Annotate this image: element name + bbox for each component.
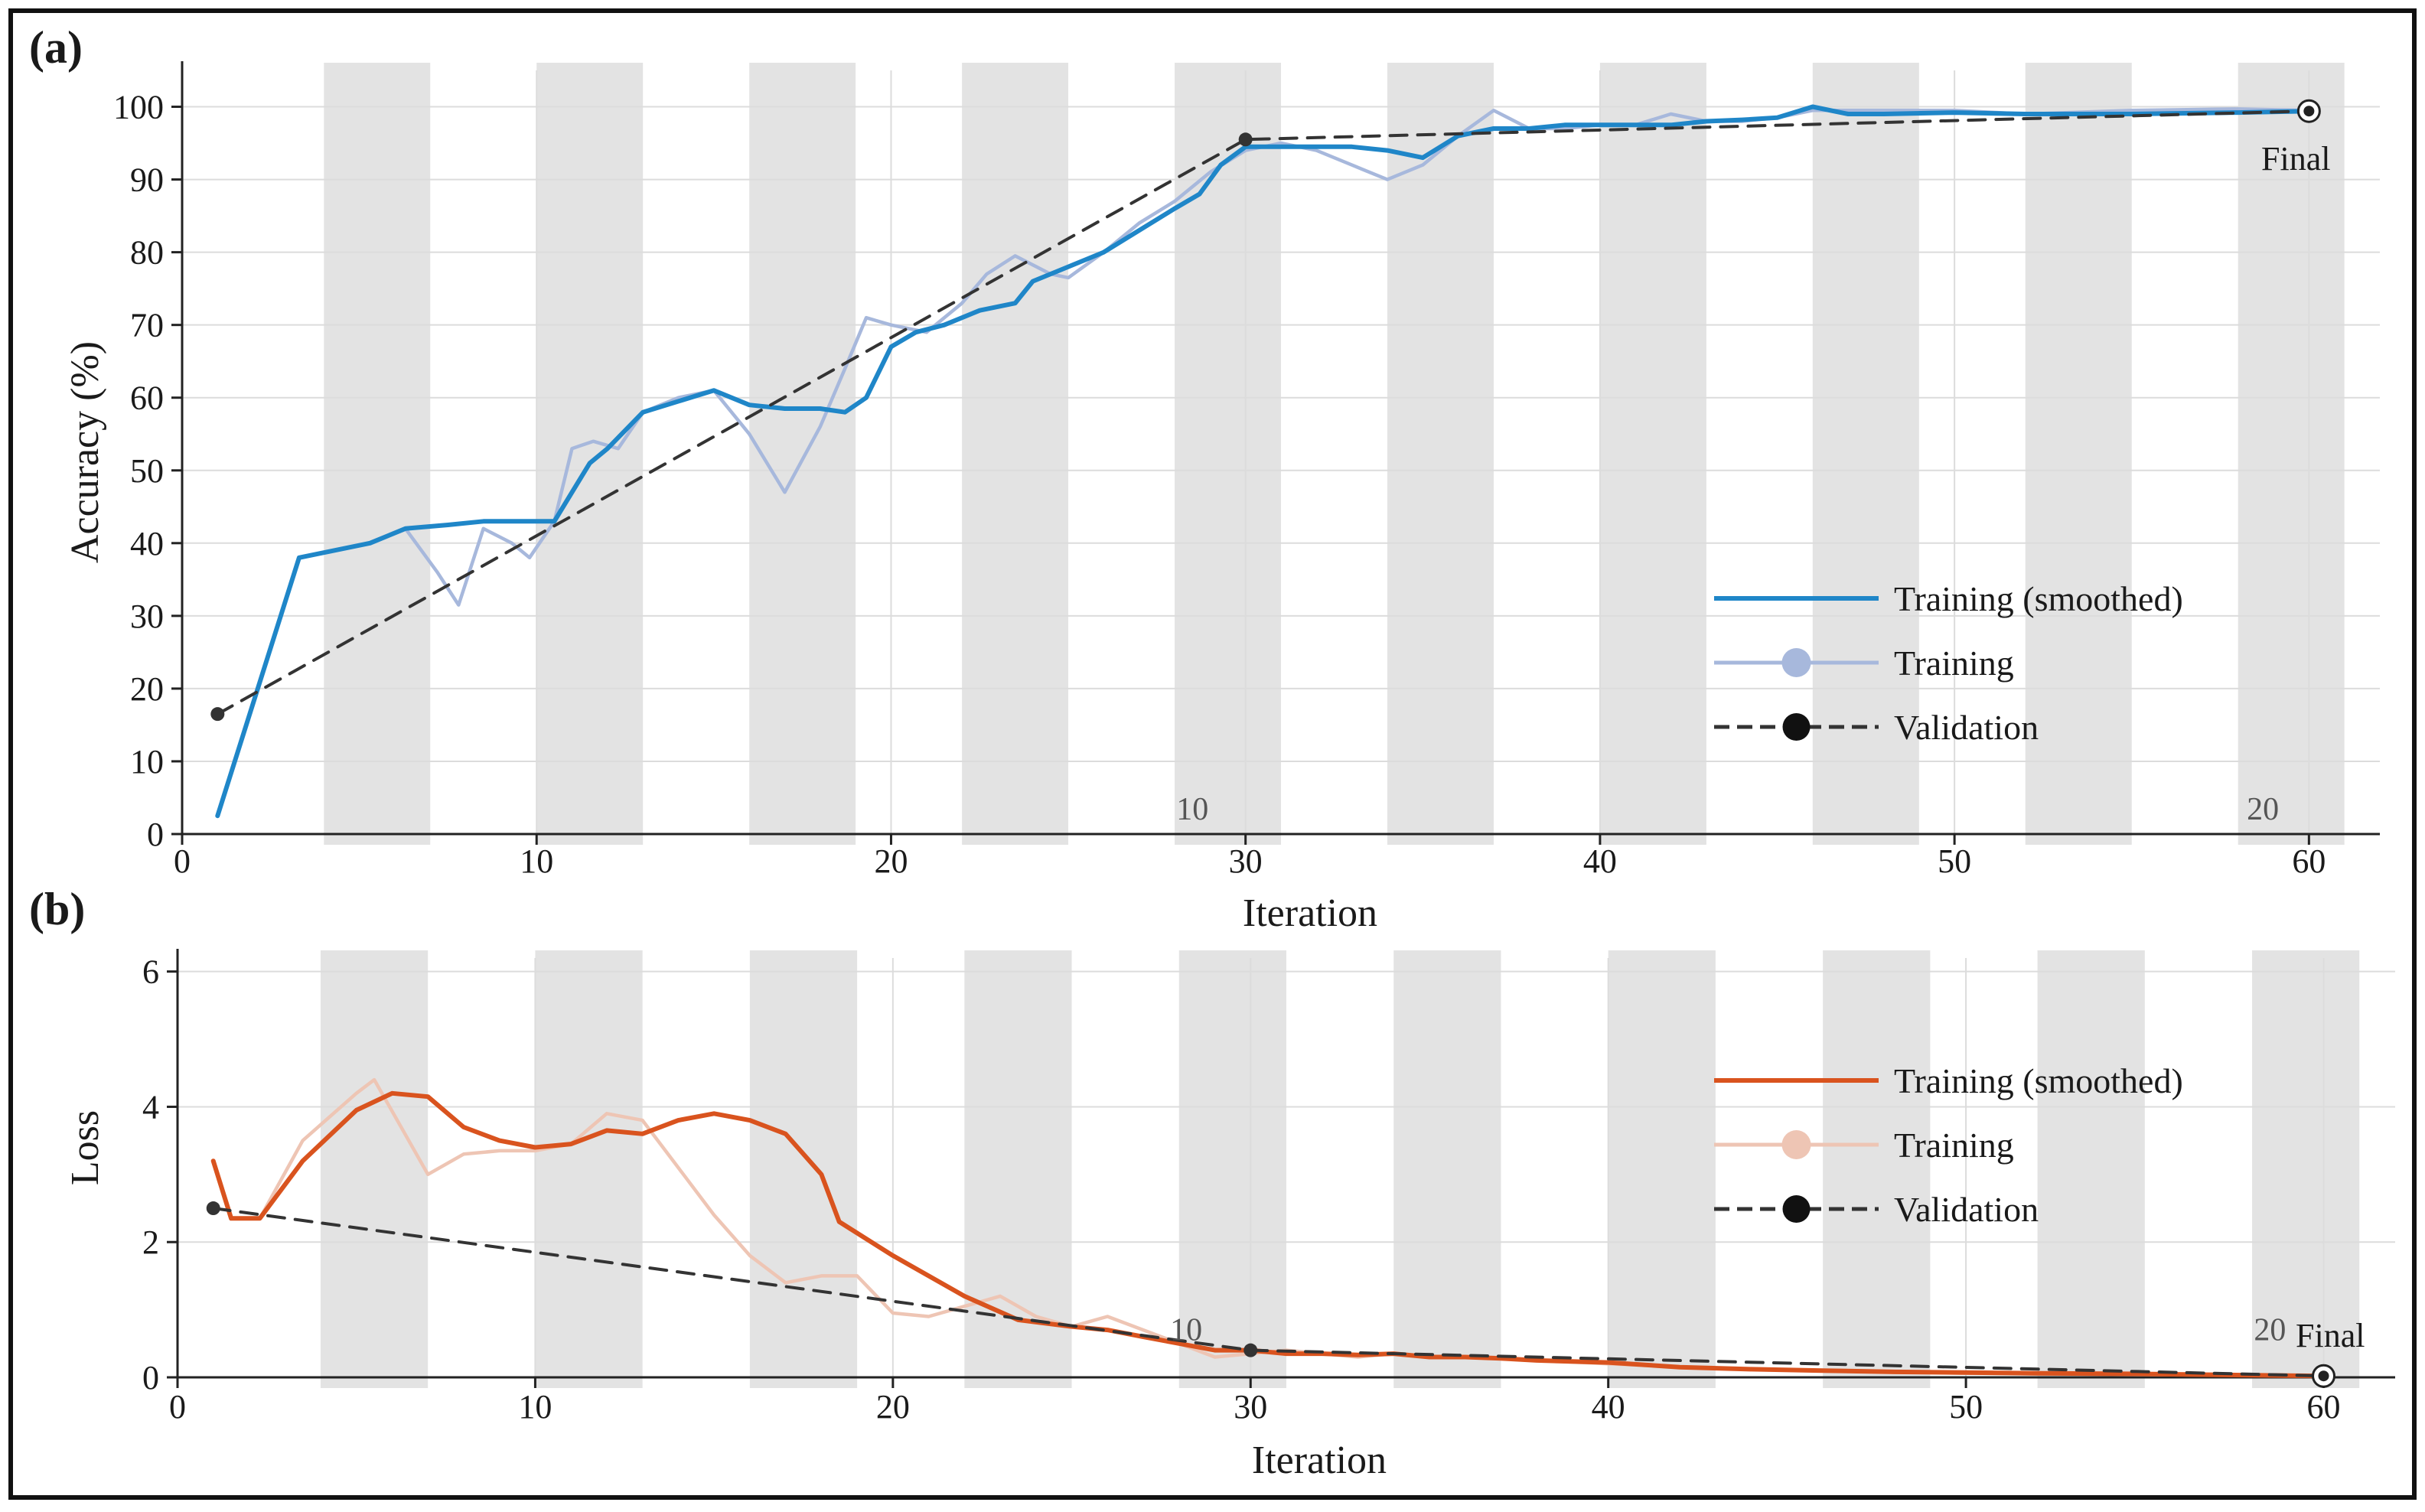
legend-label: Validation bbox=[1894, 1190, 2039, 1229]
axes bbox=[181, 61, 2380, 836]
y-tick-label: 80 bbox=[130, 234, 164, 272]
y-tick-label: 90 bbox=[130, 161, 164, 199]
y-tick-label: 30 bbox=[130, 598, 164, 635]
grid-lines bbox=[181, 70, 2380, 835]
final-label: Final bbox=[2296, 1317, 2365, 1354]
legend-label: Training bbox=[1894, 1126, 2014, 1165]
epoch-band bbox=[536, 63, 644, 845]
panel-label: (a) bbox=[29, 22, 83, 73]
y-tick-label: 20 bbox=[130, 670, 164, 708]
y-tick-label: 2 bbox=[142, 1224, 159, 1261]
epoch-band bbox=[2025, 63, 2132, 845]
y-tick-label: 50 bbox=[130, 452, 164, 490]
series-lines bbox=[206, 1077, 2336, 1388]
y-tick-label: 0 bbox=[142, 1359, 159, 1396]
x-tick-label: 40 bbox=[1583, 842, 1617, 880]
panel-loss: 0 10 20 30 40 50 60 0 2 4 6 10 20 Final (b) Iterat… bbox=[29, 884, 2395, 1482]
x-tick-label: 20 bbox=[876, 1388, 910, 1426]
validation-point bbox=[210, 707, 225, 722]
x-tick-label: 0 bbox=[169, 1388, 186, 1426]
grid-lines bbox=[177, 958, 2395, 1378]
x-axis-title: Iteration bbox=[1243, 891, 1377, 935]
y-tick-label: 70 bbox=[130, 307, 164, 344]
validation-point bbox=[1243, 1343, 1258, 1357]
epoch-band bbox=[1178, 950, 1286, 1388]
y-tick-label: 6 bbox=[142, 953, 159, 991]
epoch-band bbox=[1393, 950, 1501, 1388]
epoch-band bbox=[2037, 950, 2145, 1388]
epoch-band bbox=[964, 950, 1072, 1388]
x-tick-label: 30 bbox=[1234, 1388, 1267, 1426]
panel-label: (b) bbox=[29, 884, 85, 934]
y-tick-label: 40 bbox=[130, 525, 164, 562]
y-tick-label: 100 bbox=[113, 89, 164, 126]
annotations: 10 20 Final bbox=[1176, 140, 2330, 827]
epoch-annotation: 10 bbox=[1170, 1312, 1202, 1347]
y-tick-label: 60 bbox=[130, 380, 164, 417]
final-marker-dot bbox=[2303, 106, 2315, 117]
epoch-band bbox=[1812, 63, 1919, 845]
y-tick-label: 0 bbox=[147, 816, 164, 853]
x-tick-label: 10 bbox=[520, 842, 553, 880]
epoch-band bbox=[2252, 950, 2360, 1388]
x-axis-title: Iteration bbox=[1252, 1439, 1387, 1482]
x-tick-label: 40 bbox=[1592, 1388, 1625, 1426]
x-tick-label: 0 bbox=[174, 842, 191, 880]
epoch-band bbox=[749, 63, 856, 845]
tick-labels: 0 10 20 30 40 50 60 0 10 20 30 40 50 60 70 80 90 100 bbox=[113, 89, 2326, 880]
axes bbox=[176, 949, 2395, 1379]
legend-marker-training bbox=[1781, 1130, 1811, 1159]
epoch-band bbox=[320, 950, 429, 1388]
y-axis-title: Accuracy (%) bbox=[64, 341, 107, 563]
validation-point bbox=[206, 1201, 220, 1216]
x-tick-label: 50 bbox=[1949, 1388, 1983, 1426]
x-tick-label: 10 bbox=[518, 1388, 552, 1426]
series-line-validation bbox=[216, 109, 2311, 716]
x-tick-label: 30 bbox=[1229, 842, 1263, 880]
y-axis-title: Loss bbox=[64, 1110, 107, 1185]
epoch-band bbox=[1387, 63, 1494, 845]
x-tick-label: 20 bbox=[874, 842, 908, 880]
legend-label: Training bbox=[1894, 644, 2014, 683]
series-lines bbox=[210, 99, 2321, 819]
y-tick-label: 4 bbox=[142, 1088, 159, 1126]
epoch-band bbox=[1823, 950, 1931, 1388]
x-tick-label: 60 bbox=[2307, 1388, 2341, 1426]
epoch-annotation: 20 bbox=[2254, 1312, 2286, 1347]
y-tick-label: 10 bbox=[130, 743, 164, 780]
epoch-bands bbox=[324, 63, 2345, 845]
epoch-band bbox=[1175, 63, 1281, 845]
legend-label: Validation bbox=[1894, 708, 2039, 747]
epoch-band bbox=[324, 63, 431, 845]
epoch-band bbox=[2238, 63, 2345, 845]
final-label: Final bbox=[2261, 140, 2330, 178]
epoch-annotation: 20 bbox=[2247, 792, 2279, 827]
legend-marker-validation bbox=[1782, 713, 1811, 741]
epoch-band bbox=[535, 950, 643, 1388]
epoch-band bbox=[1608, 950, 1716, 1388]
epoch-bands bbox=[320, 950, 2360, 1388]
legend: Training (smoothed) Training Validation bbox=[1714, 1061, 2183, 1229]
legend-marker-training bbox=[1781, 648, 1811, 677]
annotations: 10 20 Final bbox=[1170, 1312, 2365, 1354]
legend: Training (smoothed) Training Validation bbox=[1714, 579, 2183, 747]
legend-label: Training (smoothed) bbox=[1894, 579, 2183, 618]
validation-point bbox=[1238, 132, 1253, 147]
epoch-annotation: 10 bbox=[1176, 792, 1208, 827]
epoch-band bbox=[1599, 63, 1706, 845]
legend-marker-validation bbox=[1782, 1195, 1811, 1223]
legend-label: Training (smoothed) bbox=[1894, 1061, 2183, 1100]
epoch-band bbox=[962, 63, 1069, 845]
final-marker-dot bbox=[2318, 1370, 2329, 1382]
panel-accuracy: 0 10 20 30 40 50 60 0 10 20 30 40 50 60 70 80 90 100 10 2… bbox=[29, 22, 2380, 935]
series-line-training-smoothed bbox=[215, 104, 2312, 819]
epoch-band bbox=[749, 950, 858, 1388]
x-tick-label: 60 bbox=[2292, 842, 2326, 880]
x-tick-label: 50 bbox=[1938, 842, 1971, 880]
